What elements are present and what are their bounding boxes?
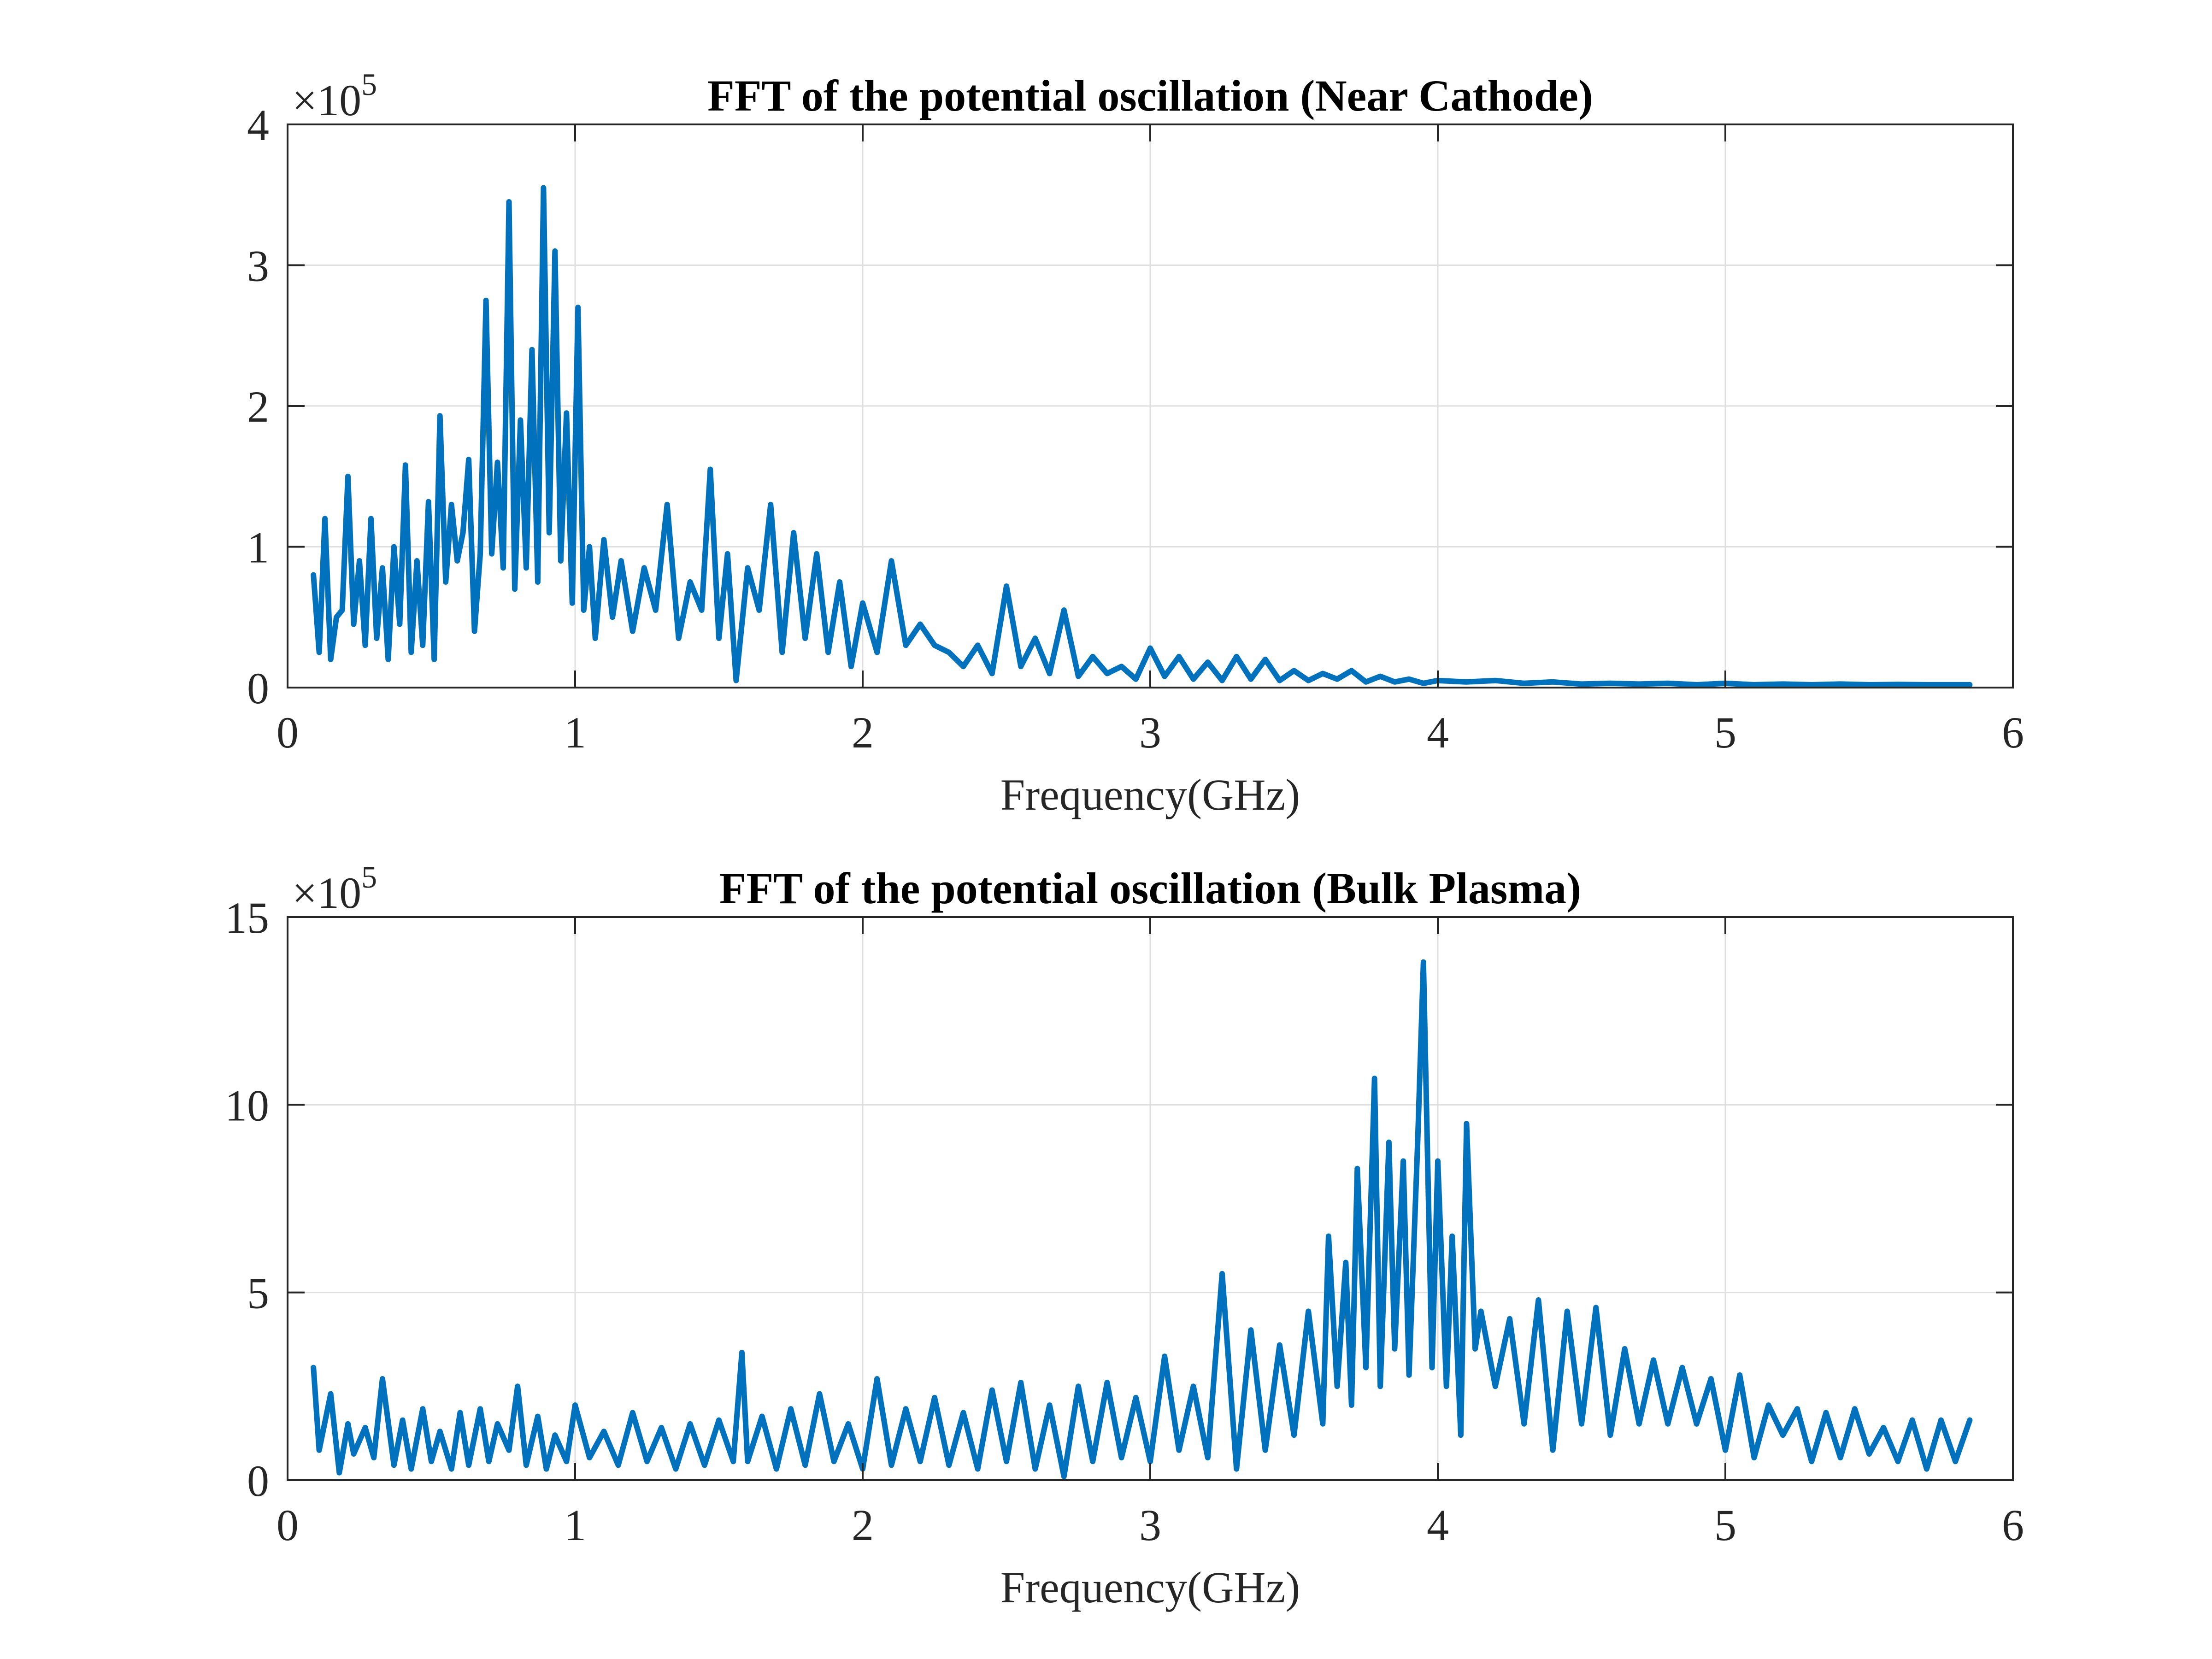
series-line: [311, 959, 1973, 1479]
x-tick-label: 1: [564, 1500, 586, 1550]
y-tick-label: 10: [225, 1081, 269, 1130]
series-line: [311, 185, 1973, 688]
x-axis-label: Frequency(GHz): [1000, 770, 1300, 819]
y-tick-label: 3: [247, 241, 269, 291]
x-tick-label: 0: [276, 708, 299, 757]
x-tick-label: 4: [1427, 708, 1449, 757]
y-tick-label: 0: [247, 1456, 269, 1506]
chart-title: FFT of the potential oscillation (Bulk P…: [719, 864, 1581, 913]
x-tick-label: 5: [1714, 708, 1736, 757]
x-tick-label: 1: [564, 708, 586, 757]
y-tick-label: 2: [247, 382, 269, 431]
y-tick-label: 4: [247, 100, 269, 150]
y-exponent-label: ×105: [292, 859, 377, 918]
y-tick-label: 15: [225, 893, 269, 942]
x-axis-label: Frequency(GHz): [1000, 1563, 1300, 1612]
x-tick-label: 2: [852, 708, 874, 757]
chart-title: FFT of the potential oscillation (Near C…: [707, 71, 1593, 120]
exponent-power: 5: [361, 67, 377, 102]
y-tick-label: 0: [247, 664, 269, 713]
x-tick-label: 6: [2002, 708, 2024, 757]
y-tick-label: 1: [247, 523, 269, 572]
x-tick-label: 2: [852, 1500, 874, 1550]
x-tick-label: 0: [276, 1500, 299, 1550]
x-tick-label: 5: [1714, 1500, 1736, 1550]
y-exponent-label: ×105: [292, 67, 377, 125]
x-tick-label: 3: [1139, 1500, 1161, 1550]
exponent-base: ×10: [292, 76, 361, 125]
exponent-power: 5: [361, 859, 377, 894]
x-tick-label: 6: [2002, 1500, 2024, 1550]
x-tick-label: 4: [1427, 1500, 1449, 1550]
y-tick-label: 5: [247, 1269, 269, 1318]
exponent-base: ×10: [292, 868, 361, 918]
x-tick-label: 3: [1139, 708, 1161, 757]
